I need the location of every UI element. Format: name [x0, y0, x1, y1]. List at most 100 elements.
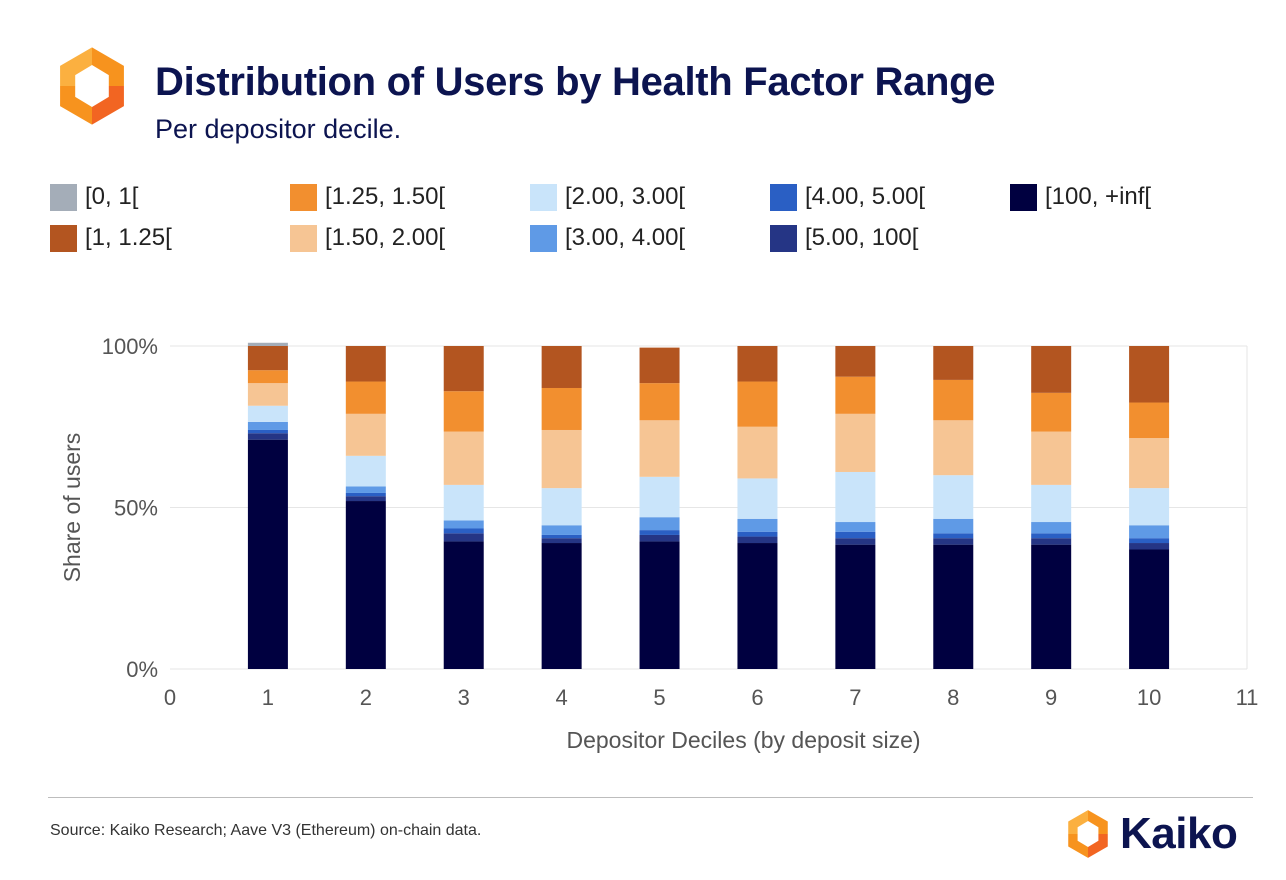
legend-swatch: [290, 224, 317, 252]
legend-label: [1.25, 1.50[: [325, 183, 446, 210]
bar-segment: [933, 544, 974, 669]
bar-segment: [639, 530, 680, 535]
bar-segment: [737, 478, 778, 519]
legend-label: [2.00, 3.00[: [565, 183, 686, 210]
bar-segment: [933, 379, 974, 421]
bar-segment: [835, 531, 876, 539]
x-tick-label: 0: [164, 685, 176, 710]
bar-segment: [443, 484, 484, 521]
bar-segment: [737, 543, 778, 669]
bar-segment: [737, 426, 778, 479]
bar-segment: [1129, 543, 1170, 550]
x-tick-label: 1: [262, 685, 274, 710]
footer-divider: [48, 797, 1253, 798]
bar-segment: [443, 391, 484, 432]
bar-segment: [835, 538, 876, 545]
chart-title: Distribution of Users by Health Factor R…: [155, 60, 996, 104]
source-note: Source: Kaiko Research; Aave V3 (Ethereu…: [50, 822, 482, 839]
legend-label: [3.00, 4.00[: [565, 224, 686, 251]
bar-segment: [1031, 522, 1072, 534]
bar-segment: [835, 346, 876, 377]
bar-segment: [933, 346, 974, 380]
legend-swatch: [50, 183, 77, 211]
bar-segment: [639, 476, 680, 518]
legend-label: [4.00, 5.00[: [805, 183, 926, 210]
bar-segment: [541, 538, 582, 544]
x-tick-label: 2: [360, 685, 372, 710]
bar-segment: [541, 346, 582, 388]
bar-segment: [247, 421, 288, 430]
bar-segment: [1031, 392, 1072, 432]
legend-item: [1.50, 2.00[: [290, 224, 445, 252]
bar-segment: [933, 475, 974, 519]
bar-segment: [443, 533, 484, 542]
legend-swatch: [530, 183, 557, 211]
bar-segment: [639, 534, 680, 542]
y-axis-label: Share of users: [59, 433, 85, 583]
legend-swatch: [770, 224, 797, 252]
chart-legend: [0, 1[ [1.25, 1.50[ [2.00, 3.00[ [4.00, 5.0…: [50, 183, 1250, 263]
legend-label: [1, 1.25[: [85, 224, 172, 251]
legend-item: [1.25, 1.50[: [290, 183, 445, 211]
brand-name: Kaiko: [1120, 809, 1238, 858]
legend-label: [1.50, 2.00[: [325, 224, 446, 251]
bar-segment: [1031, 346, 1072, 393]
bar-segment: [639, 420, 680, 477]
bar-segment: [933, 518, 974, 534]
y-tick-label: 0%: [126, 657, 158, 682]
bar-segment: [345, 501, 386, 669]
bar-segment: [639, 347, 680, 384]
x-tick-label: 7: [849, 685, 861, 710]
bar-segment: [1129, 402, 1170, 439]
legend-item: [2.00, 3.00[: [530, 183, 685, 211]
bar-segment: [247, 429, 288, 434]
x-tick-label: 11: [1236, 685, 1259, 710]
bar-segment: [737, 536, 778, 544]
legend-swatch: [770, 183, 797, 211]
bar-segment: [345, 486, 386, 493]
bar-segment: [541, 525, 582, 535]
legend-item: [1, 1.25[: [50, 224, 172, 252]
bar-segment: [345, 413, 386, 456]
bar-segment: [247, 383, 288, 406]
bar-segment: [835, 522, 876, 532]
bar-segment: [443, 528, 484, 534]
bar-segment: [1031, 431, 1072, 485]
bar-segment: [247, 433, 288, 440]
x-tick-label: 6: [751, 685, 763, 710]
bar-segment: [737, 531, 778, 537]
bar-segment: [1129, 346, 1170, 403]
bar-segment: [639, 517, 680, 531]
x-tick-label: 4: [556, 685, 568, 710]
legend-label: [100, +inf[: [1045, 183, 1152, 210]
x-tick-label: 3: [458, 685, 470, 710]
bar-segment: [541, 429, 582, 489]
bar-segment: [639, 383, 680, 421]
kaiko-logo-icon: [60, 47, 124, 125]
bar-segment: [1129, 525, 1170, 539]
legend-swatch: [290, 183, 317, 211]
legend-item: [0, 1[: [50, 183, 138, 211]
x-tick-label: 8: [947, 685, 959, 710]
y-tick-label: 100%: [102, 334, 158, 359]
bar-segment: [835, 413, 876, 472]
legend-item: [4.00, 5.00[: [770, 183, 925, 211]
bar-segment: [1031, 533, 1072, 539]
legend-swatch: [530, 224, 557, 252]
legend-swatch: [1010, 183, 1037, 211]
bar-segment: [835, 544, 876, 669]
x-tick-label: 10: [1137, 685, 1161, 710]
kaiko-logo-icon: [1068, 810, 1108, 858]
legend-item: [3.00, 4.00[: [530, 224, 685, 252]
bar-segment: [1031, 544, 1072, 669]
bar-segment: [835, 471, 876, 523]
legend-item: [5.00, 100[: [770, 224, 918, 252]
chart-subtitle: Per depositor decile.: [155, 114, 402, 144]
bar-segment: [247, 342, 288, 346]
bar-segment: [639, 541, 680, 669]
bar-segment: [443, 431, 484, 485]
bar-segment: [1031, 484, 1072, 523]
bar-segment: [1129, 538, 1170, 544]
bar-segment: [345, 346, 386, 382]
bar-segment: [345, 492, 386, 497]
